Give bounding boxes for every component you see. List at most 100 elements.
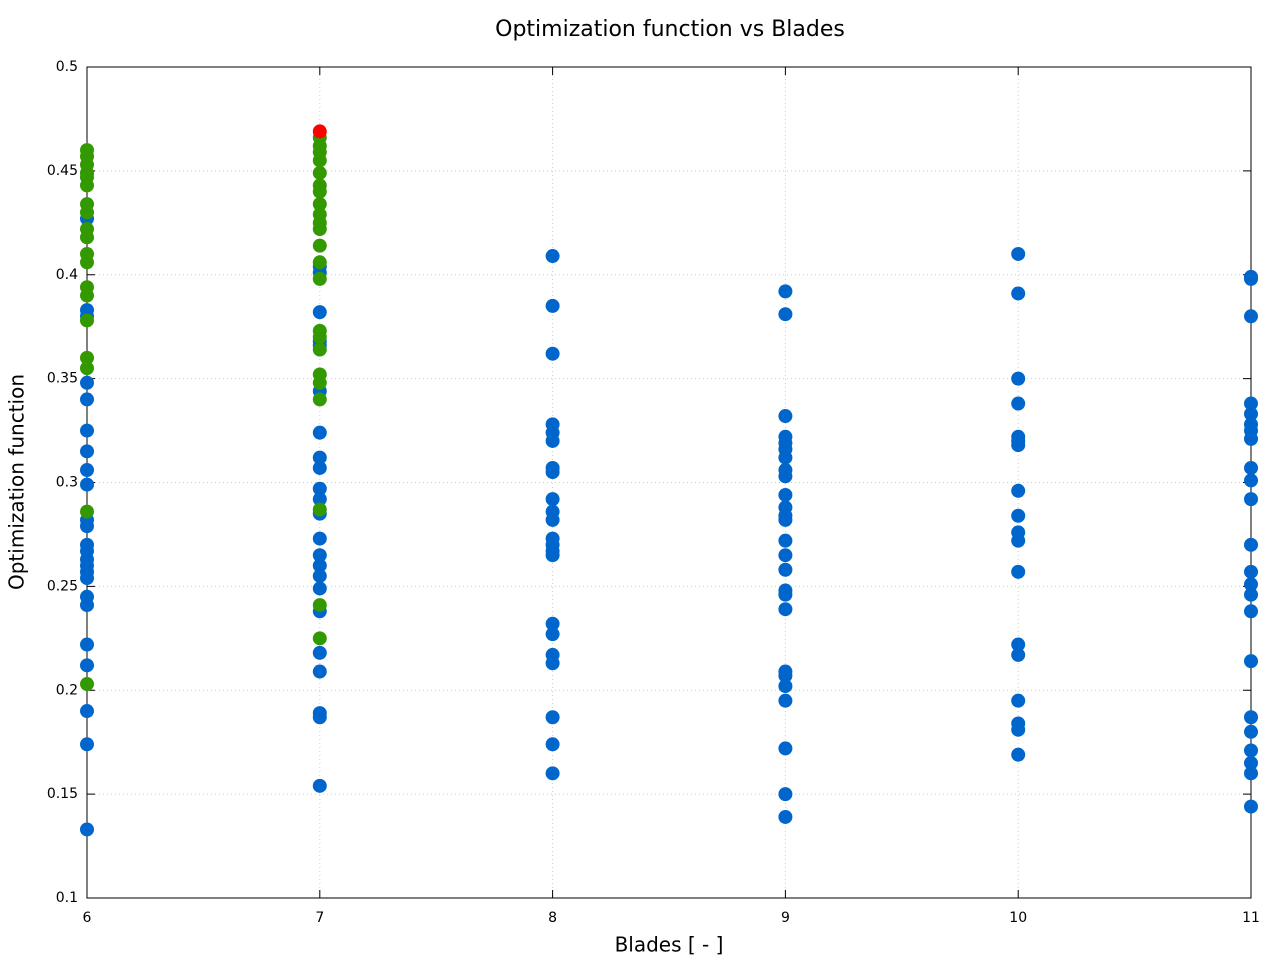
point xyxy=(545,737,560,752)
point xyxy=(1011,637,1026,652)
point xyxy=(80,350,94,365)
point xyxy=(312,492,327,507)
point xyxy=(312,598,327,613)
point xyxy=(1011,564,1026,579)
y-tick-label: 0.4 xyxy=(56,267,78,283)
y-tick-label: 0.25 xyxy=(47,578,78,594)
point xyxy=(312,581,327,596)
point xyxy=(1011,483,1026,498)
y-tick-label: 0.3 xyxy=(56,475,78,491)
point xyxy=(312,238,327,253)
point xyxy=(312,502,327,517)
x-tick-label: 9 xyxy=(781,910,790,926)
point xyxy=(1244,473,1258,488)
point xyxy=(778,741,793,756)
point xyxy=(312,568,327,583)
point xyxy=(1244,564,1258,579)
point xyxy=(312,153,327,168)
point xyxy=(80,463,94,478)
point xyxy=(312,392,327,407)
point xyxy=(545,249,560,264)
point xyxy=(778,693,793,708)
point xyxy=(778,487,793,502)
point xyxy=(80,205,94,220)
point xyxy=(778,307,793,322)
point xyxy=(1244,309,1258,324)
point xyxy=(1011,396,1026,411)
x-tick-label: 10 xyxy=(1009,910,1027,926)
y-tick-label: 0.1 xyxy=(56,890,78,906)
point xyxy=(312,460,327,475)
point xyxy=(1011,246,1026,261)
point xyxy=(80,822,94,837)
point xyxy=(80,737,94,752)
point xyxy=(778,809,793,824)
point xyxy=(545,627,560,642)
point xyxy=(778,284,793,299)
point xyxy=(778,512,793,527)
point xyxy=(80,230,94,245)
point xyxy=(80,477,94,492)
point xyxy=(80,375,94,390)
point xyxy=(80,637,94,652)
point xyxy=(80,677,94,692)
point xyxy=(1011,722,1026,737)
point xyxy=(312,197,327,212)
point xyxy=(1244,271,1258,286)
point xyxy=(80,255,94,270)
y-tick-label: 0.45 xyxy=(47,163,78,179)
y-axis-label: Optimization function xyxy=(5,374,29,590)
point xyxy=(1244,766,1258,781)
point xyxy=(778,679,793,694)
point xyxy=(778,562,793,577)
point xyxy=(778,469,793,484)
point xyxy=(545,433,560,448)
point xyxy=(1244,406,1258,421)
point xyxy=(312,255,327,270)
point xyxy=(80,313,94,328)
point xyxy=(545,492,560,507)
point xyxy=(312,645,327,660)
point xyxy=(1011,286,1026,301)
point xyxy=(312,450,327,465)
point xyxy=(778,787,793,802)
point xyxy=(80,423,94,438)
y-tick-label: 0.5 xyxy=(56,59,78,75)
point xyxy=(80,519,94,534)
point xyxy=(312,184,327,199)
point xyxy=(312,165,327,180)
point xyxy=(1244,577,1258,592)
point xyxy=(1011,693,1026,708)
point xyxy=(778,548,793,563)
point xyxy=(80,598,94,613)
point xyxy=(80,178,94,193)
point xyxy=(1244,710,1258,725)
x-axis-label: Blades [ - ] xyxy=(615,933,724,957)
point xyxy=(545,766,560,781)
point xyxy=(312,778,327,793)
x-tick-label: 8 xyxy=(548,910,557,926)
point xyxy=(312,342,327,357)
point xyxy=(1244,755,1258,770)
point xyxy=(312,305,327,320)
point xyxy=(312,531,327,546)
point xyxy=(312,124,327,139)
point xyxy=(778,602,793,617)
point xyxy=(312,710,327,725)
point xyxy=(80,288,94,303)
y-tick-label: 0.35 xyxy=(47,371,78,387)
point xyxy=(80,704,94,719)
x-tick-label: 7 xyxy=(315,910,324,926)
point xyxy=(1244,431,1258,446)
point xyxy=(312,558,327,573)
point xyxy=(312,481,327,496)
plot-frame xyxy=(86,66,1252,899)
point xyxy=(545,512,560,527)
point xyxy=(312,631,327,646)
point xyxy=(545,710,560,725)
point xyxy=(545,298,560,313)
point xyxy=(1011,371,1026,386)
point xyxy=(1011,438,1026,453)
